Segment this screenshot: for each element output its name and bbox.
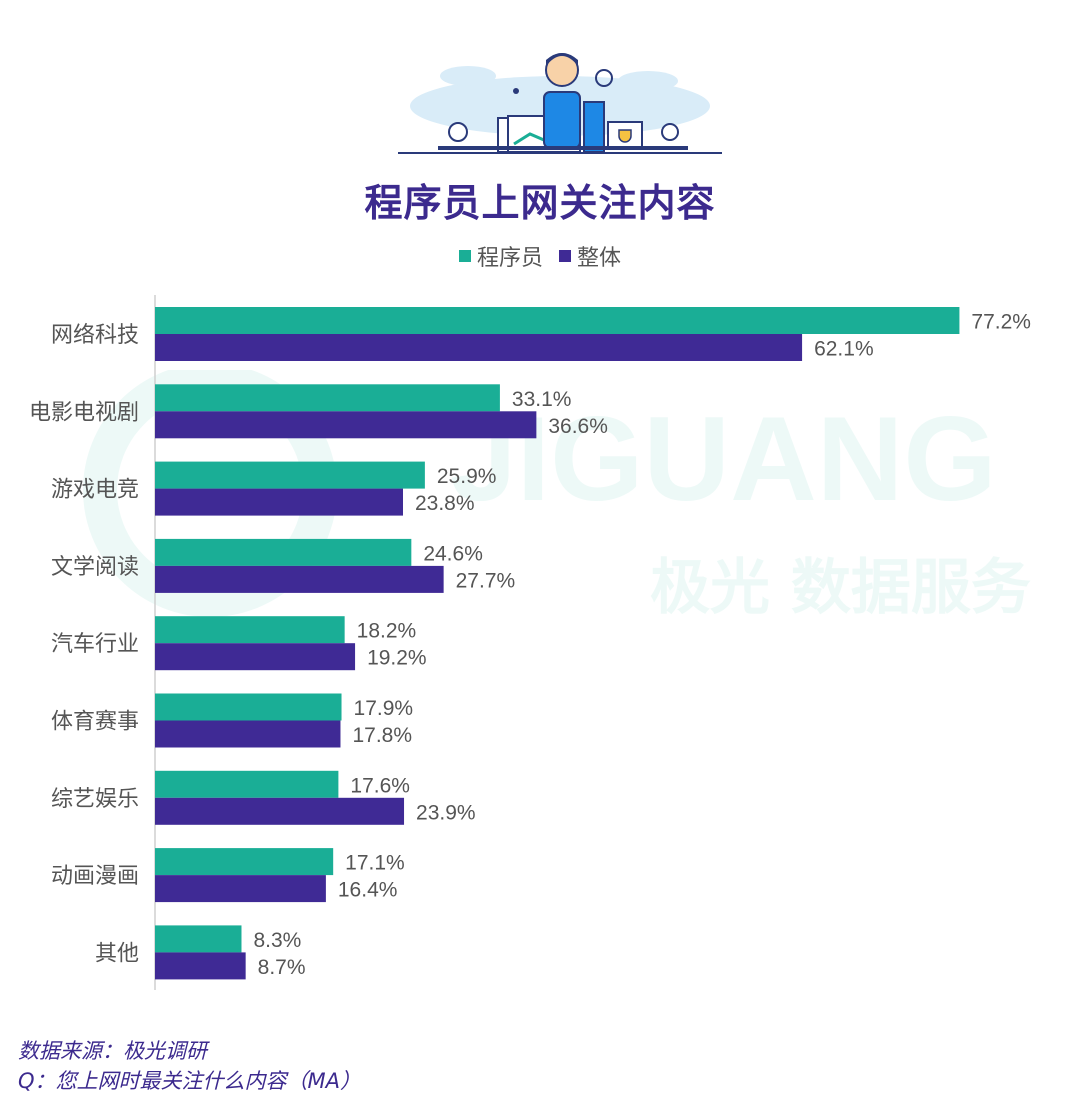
chart-title: 程序员上网关注内容 — [364, 181, 716, 225]
bar-programmer — [155, 693, 342, 721]
bar-programmer — [155, 384, 500, 412]
bar-programmer — [155, 461, 425, 489]
bar-programmer — [155, 307, 960, 334]
data-label: 8.7% — [258, 956, 306, 979]
data-label: 19.2% — [367, 647, 427, 670]
bar-overall — [155, 565, 444, 593]
bar-overall — [155, 411, 537, 439]
data-label: 25.9% — [437, 465, 497, 488]
bar-overall — [155, 952, 246, 980]
data-label: 23.8% — [415, 492, 475, 515]
data-label: 18.2% — [357, 620, 417, 643]
legend-label-overall: 整体 — [577, 246, 622, 271]
data-label: 17.1% — [345, 852, 405, 875]
legend-item-programmer: 程序员 — [458, 240, 543, 272]
category-label: 汽车行业 — [51, 632, 139, 657]
category-label: 网络科技 — [51, 323, 139, 348]
legend: 程序员 整体 — [0, 240, 1080, 272]
category-label: 电影电视剧 — [29, 400, 139, 425]
data-label: 33.1% — [512, 388, 572, 411]
category-label: 综艺娱乐 — [51, 787, 139, 812]
bar-overall — [155, 643, 356, 671]
bar-overall — [155, 797, 405, 825]
data-label: 36.6% — [548, 415, 608, 438]
data-label: 17.6% — [350, 774, 410, 797]
programmer-city-illustration — [398, 53, 722, 154]
bar-chart: 网络科技 77.2% 62.1% 电影电视剧 33.1% 36.6% 游戏电竞 25.9% 23… — [29, 295, 1031, 990]
data-label: 77.2% — [971, 311, 1031, 334]
data-label: 8.3% — [253, 929, 301, 952]
data-label: 24.6% — [423, 542, 483, 565]
bar-overall — [155, 488, 403, 516]
bar-programmer — [155, 770, 339, 798]
bar-programmer — [155, 538, 412, 566]
bar-programmer — [155, 925, 242, 953]
bar-overall — [155, 875, 326, 903]
footer: 数据来源：极光调研 Q：您上网时最关注什么内容（MA） — [18, 1036, 361, 1096]
data-label: 27.7% — [456, 569, 516, 592]
data-label: 23.9% — [416, 801, 476, 824]
legend-swatch-overall — [559, 250, 571, 262]
data-label: 17.8% — [352, 724, 412, 747]
category-label: 体育赛事 — [51, 710, 139, 735]
category-label: 文学阅读 — [51, 555, 139, 580]
bar-overall — [155, 720, 341, 748]
legend-item-overall: 整体 — [559, 240, 621, 272]
data-label: 16.4% — [338, 879, 398, 902]
data-source: 数据来源：极光调研 — [18, 1039, 207, 1063]
data-label: 62.1% — [814, 338, 874, 361]
survey-question: Q：您上网时最关注什么内容（MA） — [18, 1069, 362, 1093]
data-label: 17.9% — [354, 697, 414, 720]
bar-programmer — [155, 616, 345, 644]
legend-label-programmer: 程序员 — [476, 246, 543, 271]
category-label: 游戏电竞 — [51, 478, 139, 503]
category-label: 其他 — [95, 941, 139, 966]
bar-programmer — [155, 848, 334, 876]
bar-overall — [155, 334, 803, 361]
legend-swatch-programmer — [458, 250, 471, 262]
category-label: 动画漫画 — [51, 864, 139, 889]
